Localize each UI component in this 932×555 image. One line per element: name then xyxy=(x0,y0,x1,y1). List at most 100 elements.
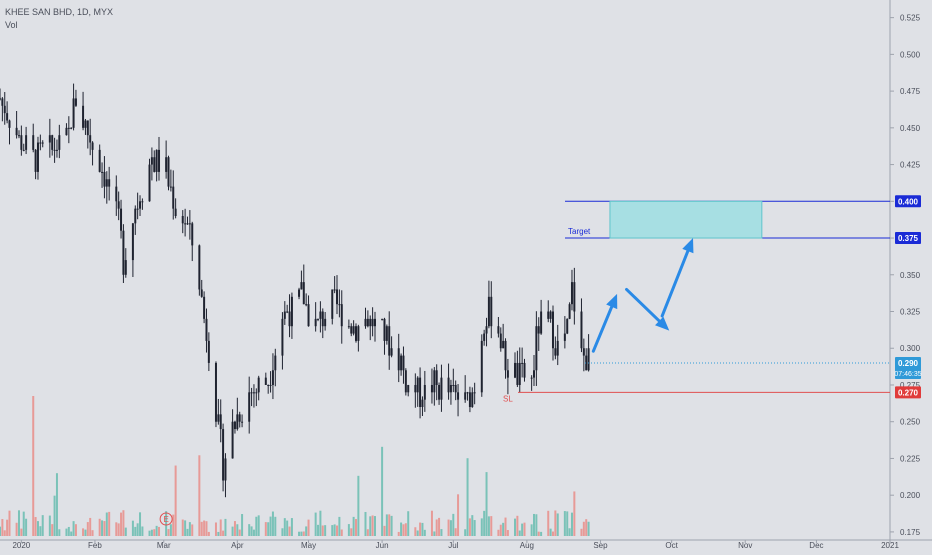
candle-body xyxy=(373,318,376,327)
volume-bar xyxy=(198,455,201,536)
candle-body xyxy=(333,289,336,291)
candle-body xyxy=(530,377,533,379)
volume-bar xyxy=(269,516,272,536)
candle-body xyxy=(473,392,476,394)
candle-body xyxy=(433,370,436,393)
candle-body xyxy=(217,414,220,422)
candle-body xyxy=(551,311,554,349)
candle-body xyxy=(58,135,61,150)
candle-body xyxy=(324,318,327,327)
volume-bar xyxy=(51,524,54,536)
candle-body xyxy=(499,333,502,349)
volume-bar xyxy=(402,524,405,536)
y-tick-label: 0.425 xyxy=(900,161,921,170)
volume-bar xyxy=(165,511,168,536)
stop-loss-tag-bg xyxy=(895,386,921,399)
candle-body xyxy=(321,311,324,327)
x-tick-label: Jun xyxy=(376,541,389,550)
candle-body xyxy=(404,370,407,393)
candle-body xyxy=(447,377,450,393)
volume-bar xyxy=(188,522,191,536)
volume-bar xyxy=(172,514,175,536)
volume-bar xyxy=(25,518,28,536)
candle-body xyxy=(103,171,106,187)
volume-bar xyxy=(487,516,490,536)
candle-body xyxy=(53,149,56,151)
volume-bar xyxy=(89,517,92,536)
volume-bar xyxy=(580,528,583,536)
candle-body xyxy=(203,296,206,319)
volume-bar xyxy=(15,522,18,536)
candle-body xyxy=(82,105,85,128)
candle-body xyxy=(86,120,89,136)
volume-bar xyxy=(452,513,455,536)
candle-body xyxy=(134,208,137,224)
volume-bar xyxy=(435,519,438,536)
candle-body xyxy=(521,362,524,364)
candle-body xyxy=(371,318,374,327)
candle-body xyxy=(48,135,51,143)
candle-body xyxy=(547,311,550,319)
target-label: Target xyxy=(568,227,591,236)
volume-bar xyxy=(120,512,123,536)
earnings-event-letter: E xyxy=(163,515,168,524)
volume-bar xyxy=(67,526,70,536)
candle-body xyxy=(504,340,507,371)
x-tick-label: Sep xyxy=(593,541,608,550)
volume-bar xyxy=(390,515,393,536)
volume-bar xyxy=(82,528,85,536)
volume-bar xyxy=(264,522,267,536)
candle-body xyxy=(400,355,403,371)
volume-bar xyxy=(58,529,61,536)
volume-bar xyxy=(98,518,101,536)
candle-body xyxy=(264,377,267,385)
x-tick-label: Apr xyxy=(231,541,244,550)
volume-bar xyxy=(136,523,139,536)
volume-bar xyxy=(397,531,400,536)
candle-body xyxy=(124,260,127,275)
volume-bar xyxy=(585,519,588,536)
candle-body xyxy=(257,377,260,393)
volume-bar xyxy=(568,528,571,536)
volume-bar xyxy=(516,515,519,536)
candle-body xyxy=(70,127,73,129)
volume-bar xyxy=(115,522,118,536)
candle-body xyxy=(563,333,566,341)
volume-bar xyxy=(547,510,550,536)
candle-body xyxy=(205,318,208,341)
target-low-tag: 0.375 xyxy=(898,234,919,243)
volume-bar xyxy=(131,520,134,536)
volume-bar xyxy=(438,517,441,536)
volume-bar xyxy=(41,515,44,536)
candle-body xyxy=(8,120,11,128)
volume-bar xyxy=(549,528,552,536)
candle-body xyxy=(485,326,488,334)
candle-body xyxy=(314,318,317,327)
volume-bar xyxy=(307,519,310,536)
x-tick-label: 2021 xyxy=(881,541,899,550)
candle-body xyxy=(153,157,156,172)
volume-bar xyxy=(430,510,433,536)
candle-body xyxy=(449,384,452,393)
candle-body xyxy=(388,326,391,356)
volume-bar xyxy=(117,523,120,536)
volume-bar xyxy=(355,519,357,536)
candle-body xyxy=(267,384,270,386)
candle-body xyxy=(402,355,405,371)
volume-bar xyxy=(305,526,308,536)
x-tick-label: Dec xyxy=(809,541,823,550)
candle-body xyxy=(91,142,94,150)
candle-body xyxy=(582,348,585,356)
candle-body xyxy=(430,384,433,393)
volume-bar xyxy=(200,521,203,536)
last-price-tag-bg xyxy=(895,356,921,379)
volume-bar xyxy=(340,529,343,536)
volume-bar xyxy=(319,510,322,536)
volume-bar xyxy=(186,528,189,536)
y-tick-label: 0.175 xyxy=(900,528,921,537)
volume-bar xyxy=(55,473,58,536)
candle-body xyxy=(502,340,505,349)
volume-bar xyxy=(53,495,56,536)
